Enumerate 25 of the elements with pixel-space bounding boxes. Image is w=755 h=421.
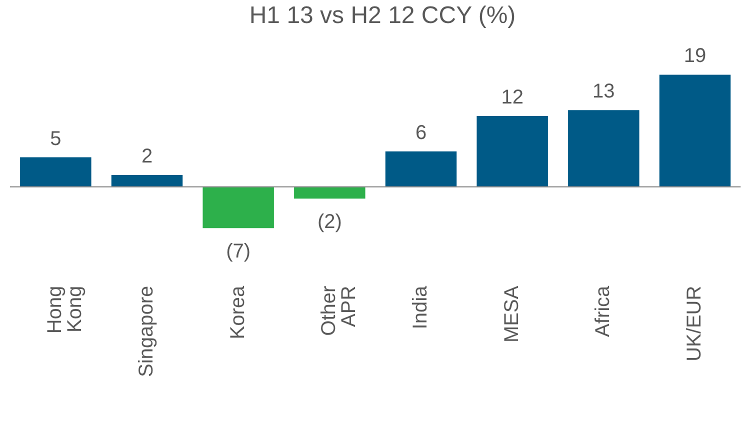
bar bbox=[294, 186, 366, 199]
x-tick-label: MESA bbox=[500, 285, 523, 343]
x-tick-label: Singapore bbox=[136, 286, 158, 378]
x-tick-label: India bbox=[410, 284, 432, 330]
data-label: 2 bbox=[141, 146, 153, 168]
x-tick-label: UK/EUR bbox=[684, 286, 706, 362]
x-tick-label: Other APR bbox=[318, 285, 360, 336]
data-label: 13 bbox=[592, 80, 615, 103]
data-label: 19 bbox=[684, 45, 706, 68]
bar bbox=[568, 110, 640, 187]
chart-title: H1 13 vs H2 12 CCY (%) bbox=[249, 2, 516, 30]
bar bbox=[202, 186, 274, 228]
data-label: 5 bbox=[50, 128, 62, 150]
x-tick-label: Africa bbox=[592, 284, 614, 337]
bar bbox=[476, 116, 548, 187]
bar bbox=[111, 175, 183, 187]
data-label: 12 bbox=[501, 86, 524, 109]
data-label: (2) bbox=[317, 211, 342, 234]
bar bbox=[385, 151, 457, 187]
x-tick-label: Hong Kong bbox=[44, 286, 86, 334]
bar bbox=[659, 74, 731, 187]
x-tick-label: Korea bbox=[226, 284, 249, 340]
data-label: 6 bbox=[415, 122, 427, 144]
data-label: (7) bbox=[226, 240, 251, 263]
bar bbox=[20, 157, 92, 187]
